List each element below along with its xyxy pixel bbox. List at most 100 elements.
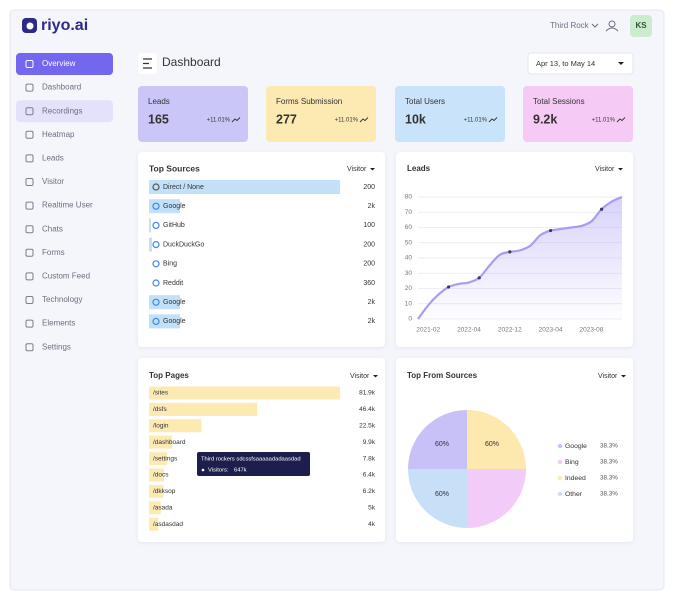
source-name: Google — [163, 299, 186, 306]
source-value: 2k — [368, 203, 376, 210]
nav-item[interactable]: Custom Feed — [42, 272, 90, 281]
point — [477, 276, 481, 280]
source-icon — [152, 221, 160, 229]
tooltip-label: Visitors: — [208, 468, 229, 474]
nav-item[interactable]: Visitor — [42, 177, 64, 186]
source-value: 200 — [363, 261, 375, 268]
nav-item[interactable]: Overview — [42, 59, 76, 68]
bar — [149, 402, 258, 416]
slice-label: 60% — [485, 441, 499, 448]
y-tick-label: 0 — [408, 316, 412, 323]
value-label: 46.4k — [359, 406, 376, 413]
nav-item[interactable]: Leads — [42, 154, 64, 163]
tooltip — [197, 452, 310, 476]
filter-caret — [373, 375, 378, 378]
date-caret — [618, 62, 624, 65]
stat-title: Forms Submission — [276, 97, 342, 106]
bar — [149, 386, 340, 400]
source-icon — [152, 279, 160, 287]
filter[interactable]: Visitor — [350, 373, 370, 380]
nav-item[interactable]: Technology — [42, 295, 82, 304]
source-icon — [152, 241, 160, 249]
legend-swatch — [557, 475, 563, 481]
pie-slice — [408, 469, 467, 528]
source-value: 360 — [363, 280, 375, 287]
menu-icon — [143, 58, 152, 69]
y-tick-label: 40 — [405, 255, 413, 262]
nav-item[interactable]: Forms — [42, 248, 65, 257]
nav-active — [16, 53, 113, 75]
source-value: 100 — [363, 222, 375, 229]
bar — [149, 435, 173, 449]
source-icon — [152, 260, 160, 268]
nav-item[interactable]: Chats — [42, 224, 63, 233]
tooltip-title: Third rockers sdcssfsaaaaadadaasdad — [201, 457, 301, 463]
legend-value: 38.3% — [600, 475, 618, 482]
nav-icon — [25, 60, 34, 68]
x-tick-label: 2022-04 — [457, 327, 481, 334]
legend-value: 38.3% — [600, 459, 618, 466]
account-caret — [591, 23, 599, 28]
bar — [149, 468, 164, 482]
y-tick-label: 30 — [405, 270, 413, 277]
value-label: 9.9k — [363, 439, 376, 446]
filter-caret — [370, 168, 375, 171]
avatar[interactable] — [630, 15, 652, 37]
nav-item[interactable]: Settings — [42, 342, 71, 351]
filter[interactable]: Visitor — [595, 166, 615, 173]
x-tick-label: 2022-12 — [498, 327, 522, 334]
category-label: /dsfs — [153, 406, 167, 413]
category-label: /dkksop — [153, 488, 176, 495]
legend-value: 38.3% — [600, 443, 618, 450]
nav-item[interactable]: Recordings — [42, 106, 82, 115]
source-value: 2k — [368, 299, 376, 306]
source-value: 2k — [368, 318, 376, 325]
stat-title: Total Sessions — [533, 97, 585, 106]
stat-change: +11.01% — [335, 118, 359, 124]
filter-caret — [621, 375, 626, 378]
user-icon[interactable] — [608, 20, 616, 28]
point — [549, 228, 553, 233]
point — [600, 207, 604, 211]
nav-icon — [25, 130, 34, 139]
legend-label: Bing — [565, 459, 579, 466]
date-picker[interactable] — [527, 52, 634, 75]
account-name[interactable]: Third Rock — [550, 21, 590, 30]
source-icon — [152, 298, 160, 306]
top-sources-panel — [138, 152, 385, 347]
panel-title: Leads — [407, 164, 431, 173]
brand-name: riyo.ai — [41, 17, 88, 34]
avatar-initials: KS — [635, 21, 647, 30]
nav-item[interactable]: Heatmap — [42, 130, 75, 139]
source-name: GitHub — [163, 222, 185, 229]
stat-value: 165 — [148, 112, 169, 126]
y-tick-label: 20 — [405, 285, 413, 292]
stat-card — [395, 86, 505, 142]
source-bar — [149, 237, 152, 252]
x-tick-label: 2023-04 — [539, 327, 563, 334]
trend-icon — [488, 117, 498, 123]
category-label: /sites — [153, 390, 169, 397]
stat-card — [138, 86, 248, 142]
point — [447, 285, 451, 289]
logo-dot — [26, 22, 34, 30]
legend-label: Indeed — [565, 475, 586, 482]
bar — [149, 419, 202, 433]
source-bar — [149, 218, 151, 233]
legend-swatch — [557, 443, 563, 449]
nav-item[interactable]: Elements — [42, 319, 75, 328]
pie-slice — [467, 410, 526, 469]
panel-title: Top Pages — [149, 371, 189, 380]
pie-slice — [467, 469, 526, 528]
panel-title: Top From Sources — [407, 371, 478, 380]
value-label: 6.4k — [363, 472, 376, 479]
nav-item[interactable]: Dashboard — [42, 83, 81, 92]
filter-caret — [618, 168, 623, 171]
y-tick-label: 60 — [405, 224, 413, 231]
nav-item[interactable]: Realtime User — [42, 201, 93, 210]
filter[interactable]: Visitor — [598, 373, 618, 380]
filter[interactable]: Visitor — [347, 166, 367, 173]
nav-icon — [25, 296, 34, 304]
bar — [149, 501, 161, 515]
nav-icon — [25, 343, 34, 352]
